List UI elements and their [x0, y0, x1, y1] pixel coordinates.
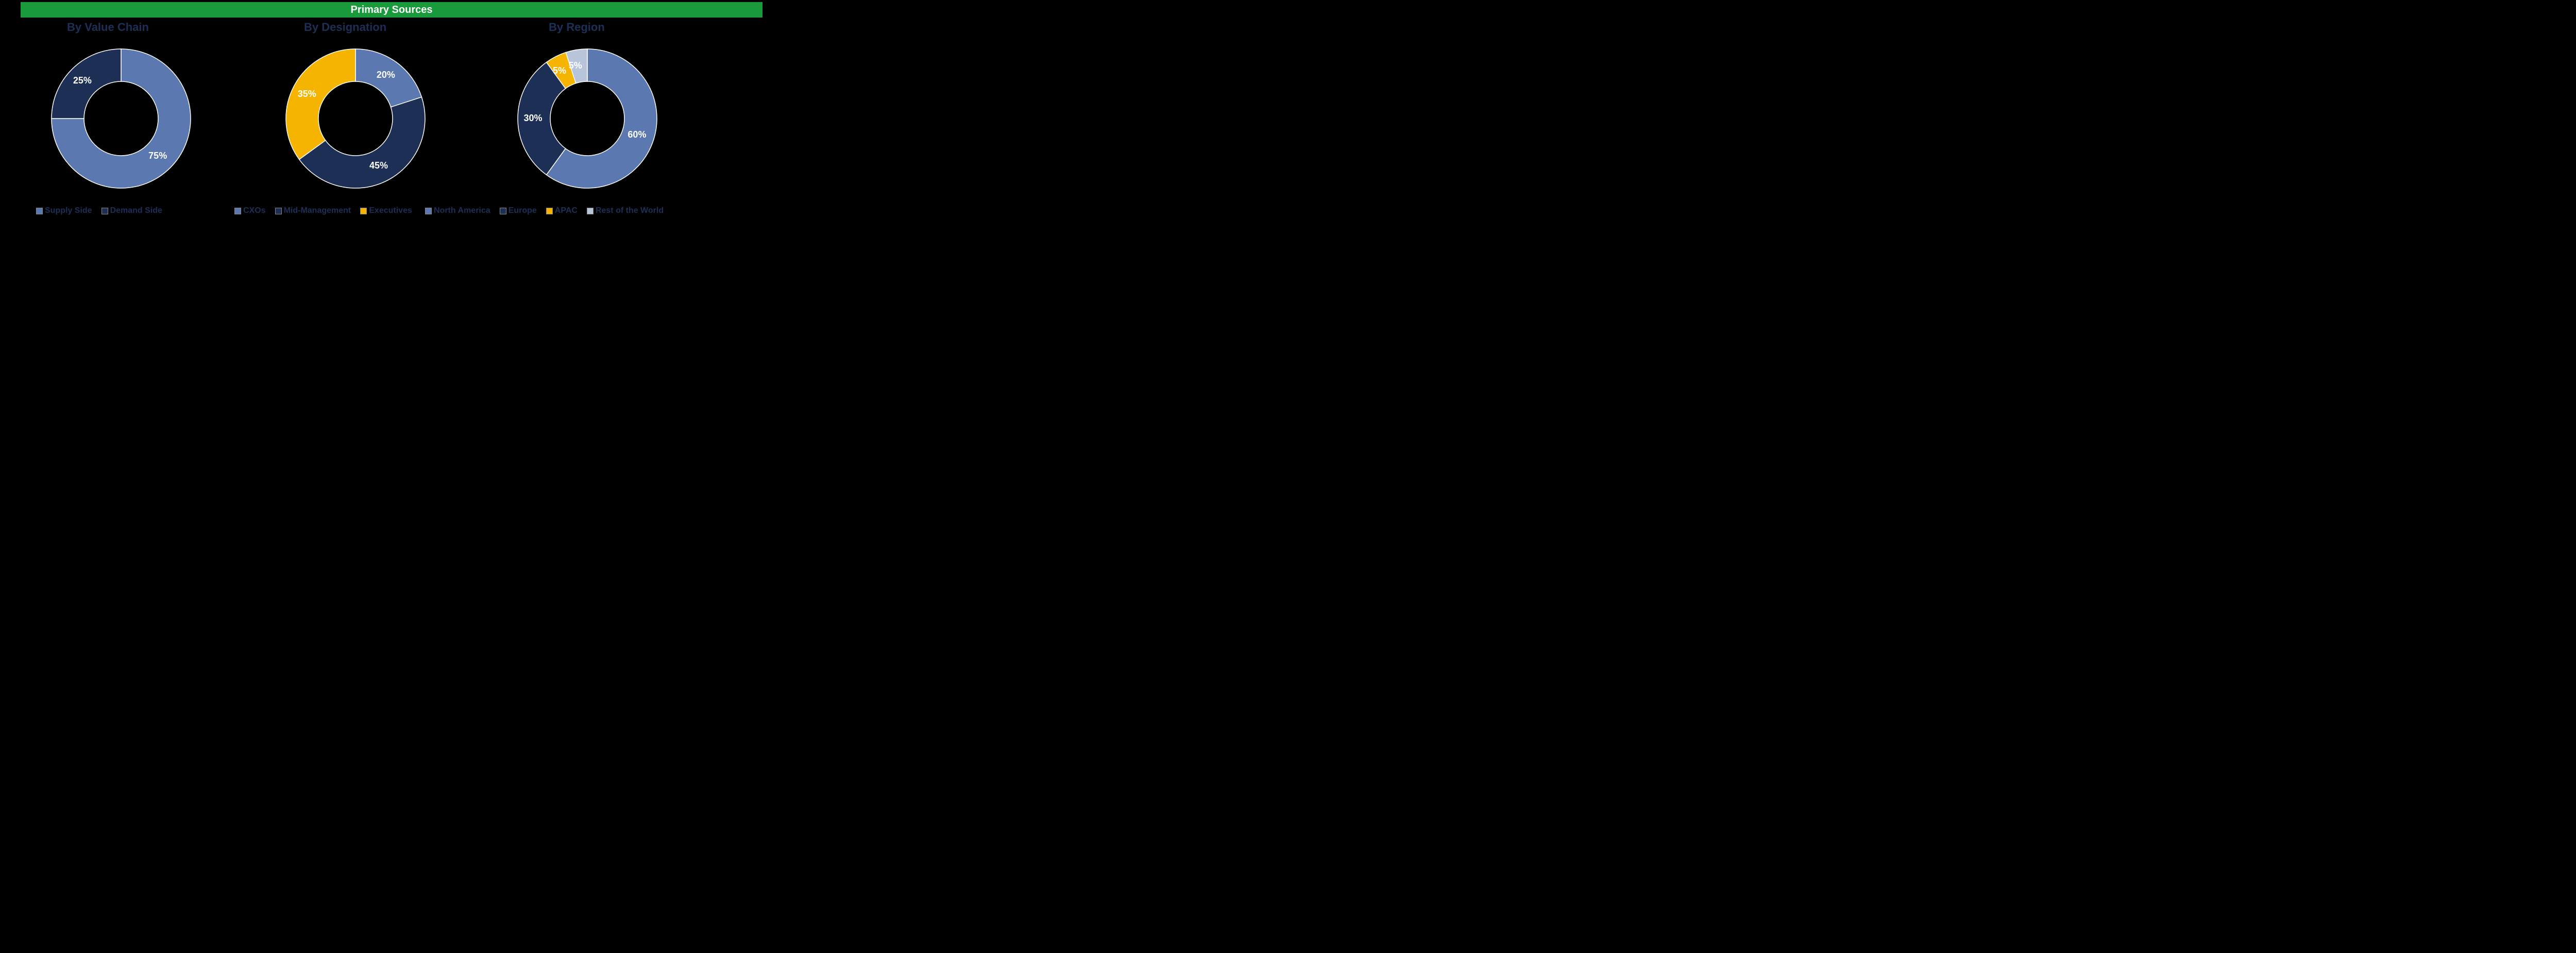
subtitle-designation: By Designation: [304, 21, 386, 34]
legend-item: Supply Side: [36, 206, 92, 215]
donut-svg: [278, 41, 433, 196]
legend-label: Europe: [509, 206, 537, 215]
donut-slice: [355, 49, 421, 107]
legend-swatch: [275, 208, 282, 214]
legend-swatch: [500, 208, 506, 214]
legend-item: Rest of the World: [587, 206, 664, 215]
legend-item: Europe: [500, 206, 537, 215]
legend-item: Executives: [360, 206, 412, 215]
legend-swatch: [360, 208, 367, 214]
title-text: Primary Sources: [351, 4, 433, 16]
legend-label: Executives: [369, 206, 412, 215]
donut-chart-value-chain: 75%25%: [44, 41, 198, 196]
legend-item: Demand Side: [101, 206, 162, 215]
legend-item: North America: [425, 206, 490, 215]
donut-slice: [286, 49, 355, 159]
legend-label: North America: [434, 206, 490, 215]
legend-swatch: [36, 208, 43, 214]
legend-swatch: [234, 208, 241, 214]
legend-swatch: [101, 208, 108, 214]
legend-item: APAC: [546, 206, 578, 215]
legend-swatch: [425, 208, 432, 214]
legend-region: North America Europe APAC Rest of the World: [425, 206, 664, 215]
legend-designation: CXOs Mid-Management Executives: [234, 206, 412, 215]
legend-value-chain: Supply Side Demand Side: [36, 206, 162, 215]
title-bar: Primary Sources: [21, 2, 762, 18]
donut-svg: [44, 41, 198, 196]
legend-label: Demand Side: [110, 206, 162, 215]
legend-label: Supply Side: [45, 206, 92, 215]
legend-label: APAC: [555, 206, 578, 215]
legend-label: Rest of the World: [596, 206, 664, 215]
donut-chart-region: 60%30%5%5%: [510, 41, 665, 196]
donut-chart-designation: 20%45%35%: [278, 41, 433, 196]
legend-label: Mid-Management: [284, 206, 351, 215]
legend-label: CXOs: [243, 206, 266, 215]
donut-svg: [510, 41, 665, 196]
donut-slice: [52, 49, 121, 119]
legend-swatch: [587, 208, 594, 214]
subtitle-region: By Region: [549, 21, 605, 34]
legend-item: CXOs: [234, 206, 266, 215]
subtitle-value-chain: By Value Chain: [67, 21, 149, 34]
legend-swatch: [546, 208, 553, 214]
legend-item: Mid-Management: [275, 206, 351, 215]
